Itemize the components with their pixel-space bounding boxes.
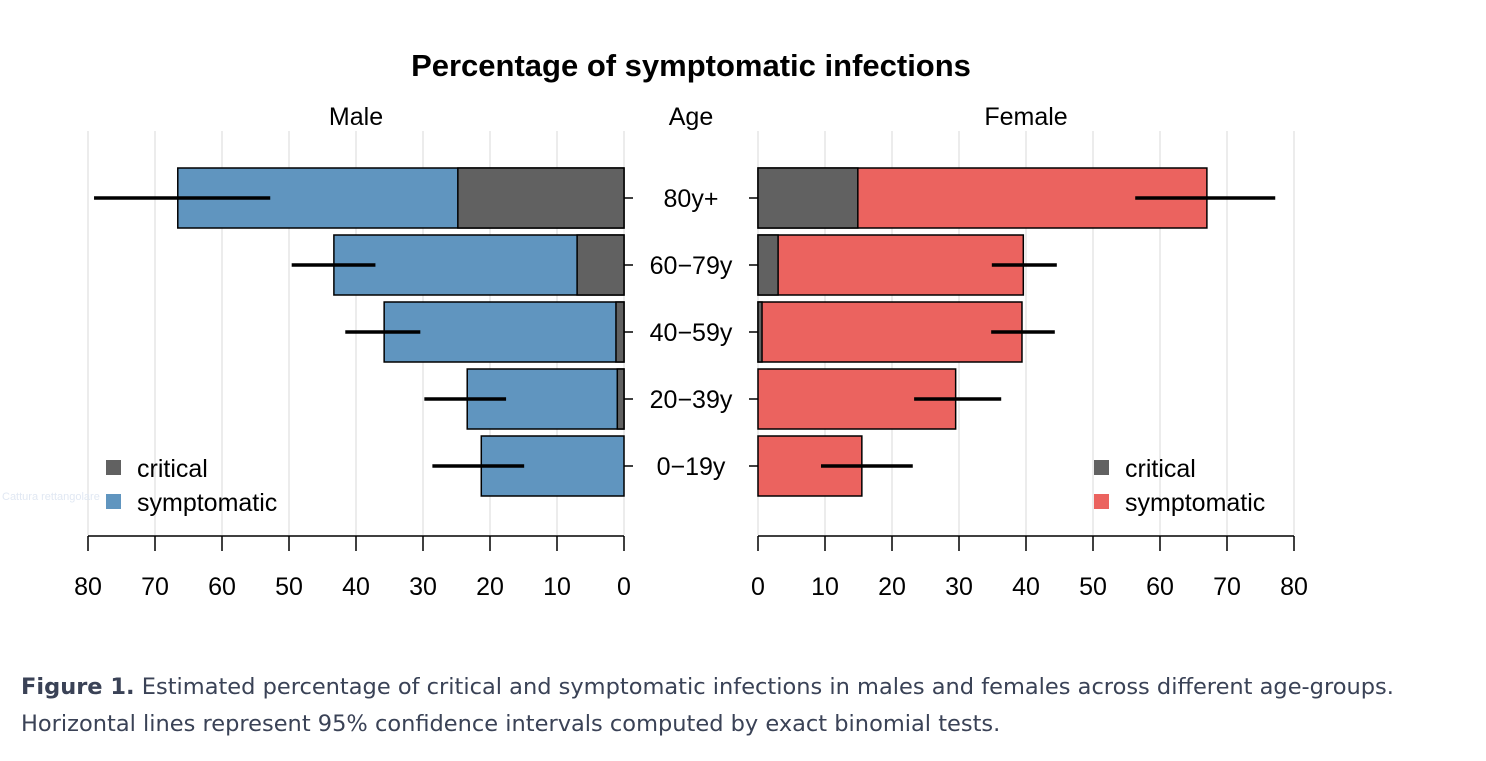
male-x-tick-label: 50 xyxy=(275,573,303,601)
figure-caption: Figure 1. Estimated percentage of critic… xyxy=(21,669,1421,743)
labels: Percentage of symptomatic infections Age 8… xyxy=(74,48,1308,601)
axes xyxy=(87,197,1295,551)
female-x-tick-label: 70 xyxy=(1213,573,1241,601)
figure-caption-text: Estimated percentage of critical and sym… xyxy=(21,674,1394,737)
male-x-tick-label: 40 xyxy=(342,573,370,601)
female-x-tick-label: 60 xyxy=(1146,573,1174,601)
chart: Percentage of symptomatic infections Age 8… xyxy=(74,48,1308,601)
female-critical-bar xyxy=(757,301,763,363)
female-x-tick-label: 30 xyxy=(945,573,973,601)
category-label: 80y+ xyxy=(664,185,719,213)
male-x-tick-label: 70 xyxy=(141,573,169,601)
female-x-tick-label: 20 xyxy=(878,573,906,601)
female-x-tick-label: 50 xyxy=(1079,573,1107,601)
male-x-tick-label: 30 xyxy=(409,573,437,601)
female-x-tick-label: 40 xyxy=(1012,573,1040,601)
male-legend-label: critical xyxy=(137,455,208,483)
male-critical-bar xyxy=(457,167,625,229)
female-x-tick-label: 80 xyxy=(1280,573,1308,601)
female-x-tick-label: 10 xyxy=(811,573,839,601)
male-legend-swatch xyxy=(106,494,121,509)
category-label: 20−39y xyxy=(650,386,733,414)
category-label: 40−59y xyxy=(650,319,733,347)
male-critical-bar xyxy=(616,368,625,430)
male-critical-bar xyxy=(576,234,625,296)
figure-caption-label: Figure 1. xyxy=(21,674,135,700)
male-panel-label: Male xyxy=(329,103,383,131)
male-x-tick-label: 0 xyxy=(617,573,631,601)
male-legend-label: symptomatic xyxy=(137,489,277,517)
category-label: 0−19y xyxy=(657,453,726,481)
bars xyxy=(177,167,1208,497)
male-legend-swatch xyxy=(106,460,121,475)
male-x-tick-label: 60 xyxy=(208,573,236,601)
female-legend-label: symptomatic xyxy=(1125,489,1265,517)
female-critical-bar xyxy=(757,167,859,229)
confidence-intervals xyxy=(94,196,1276,468)
female-critical-bar xyxy=(757,234,779,296)
category-label: 60−79y xyxy=(650,252,733,280)
male-critical-bar xyxy=(615,301,625,363)
female-symptomatic-bar xyxy=(757,234,1025,296)
male-x-tick-label: 80 xyxy=(74,573,102,601)
female-legend-swatch xyxy=(1094,494,1109,509)
age-axis-label: Age xyxy=(669,103,713,131)
legends: critical symptomatic critical symptomatic xyxy=(106,455,1265,517)
male-symptomatic-bar xyxy=(333,234,625,296)
female-symptomatic-bar xyxy=(757,301,1023,363)
female-x-tick-label: 0 xyxy=(751,573,765,601)
male-x-tick-label: 10 xyxy=(543,573,571,601)
chart-title: Percentage of symptomatic infections xyxy=(411,48,971,83)
male-x-tick-label: 20 xyxy=(476,573,504,601)
watermark-text: Cattura rettangolare xyxy=(2,491,100,503)
female-legend-label: critical xyxy=(1125,455,1196,483)
female-legend-swatch xyxy=(1094,460,1109,475)
female-panel-label: Female xyxy=(984,103,1067,131)
